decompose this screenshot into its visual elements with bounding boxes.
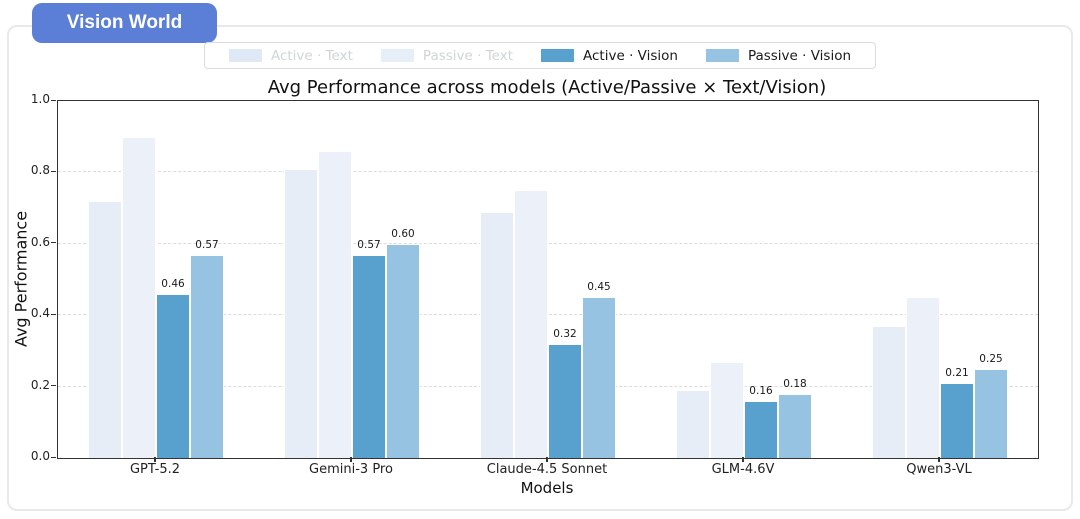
bar-passive-vision-glm-4-6v — [778, 393, 812, 458]
bar-passive-vision-claude-4-5-sonnet — [582, 297, 616, 458]
bar-active-text-glm-4-6v — [676, 390, 710, 458]
bar-value-active-vision-claude-4-5-sonnet: 0.32 — [553, 327, 577, 340]
bar-value-active-vision-glm-4-6v: 0.16 — [749, 384, 773, 397]
x-tick-label-qwen3-vl: Qwen3-VL — [906, 462, 972, 477]
legend-item-label: Passive · Text — [422, 47, 514, 64]
x-tick-mark-gemini-3-pro — [350, 457, 352, 462]
bar-passive-text-gemini-3-pro — [318, 150, 352, 458]
y-axis-label: Avg Performance — [11, 210, 31, 348]
bar-active-text-gpt-5-2 — [88, 200, 122, 458]
legend-item-passive-vision: Passive · Vision — [705, 47, 852, 64]
legend-swatch-active-vision — [541, 49, 575, 62]
y-tick-mark-1.0 — [51, 99, 56, 101]
bar-active-text-gemini-3-pro — [284, 168, 318, 458]
bar-active-vision-gemini-3-pro — [352, 254, 386, 458]
chart-legend: Active · Text Passive · Text Active · Visi… — [203, 42, 877, 69]
gridline-0.8 — [58, 171, 1038, 173]
bar-active-vision-gpt-5-2 — [156, 293, 190, 458]
bar-value-passive-vision-gemini-3-pro: 0.60 — [391, 227, 415, 240]
bar-value-passive-vision-claude-4-5-sonnet: 0.45 — [587, 281, 611, 294]
bar-passive-text-qwen3-vl — [906, 297, 940, 458]
legend-item-active-vision: Active · Vision — [541, 48, 678, 64]
bar-value-passive-vision-glm-4-6v: 0.18 — [783, 377, 807, 390]
legend-swatch-passive-text — [380, 49, 414, 62]
y-tick-mark-0.6 — [51, 242, 56, 244]
legend-item-active-text: Active · Text — [228, 47, 353, 64]
y-tick-mark-0.8 — [51, 170, 56, 173]
gridline-0.4 — [58, 314, 1038, 316]
bar-active-text-claude-4-5-sonnet — [480, 211, 514, 458]
x-tick-label-claude-4-5-sonnet: Claude-4.5 Sonnet — [486, 462, 608, 477]
legend-swatch-passive-vision — [705, 49, 739, 62]
bar-passive-text-gpt-5-2 — [122, 136, 156, 458]
x-tick-mark-claude-4-5-sonnet — [546, 457, 548, 462]
gridline-0.6 — [58, 242, 1038, 244]
bar-active-vision-glm-4-6v — [744, 400, 778, 458]
x-tick-mark-gpt-5-2 — [154, 457, 156, 462]
legend-item-label: Passive · Vision — [747, 47, 852, 64]
bar-value-passive-vision-gpt-5-2: 0.57 — [195, 238, 219, 251]
y-tick-label-0.6: 0.6 — [30, 234, 50, 249]
bar-passive-vision-gemini-3-pro — [386, 243, 420, 458]
bar-value-passive-vision-qwen3-vl: 0.25 — [979, 352, 1003, 365]
vision-world-badge[interactable]: Vision World — [32, 3, 217, 43]
y-tick-mark-0.4 — [51, 313, 56, 315]
bar-value-active-vision-gpt-5-2: 0.46 — [161, 277, 185, 290]
legend-item-passive-text: Passive · Text — [380, 47, 514, 64]
y-tick-mark-0.2 — [51, 385, 56, 387]
bar-passive-vision-qwen3-vl — [974, 368, 1008, 458]
y-tick-label-0.4: 0.4 — [30, 306, 50, 321]
bar-passive-vision-gpt-5-2 — [190, 254, 224, 458]
bar-value-active-vision-qwen3-vl: 0.21 — [945, 367, 969, 380]
legend-item-label: Active · Text — [270, 47, 353, 64]
y-tick-label-0.8: 0.8 — [30, 163, 50, 178]
chart-title: Avg Performance across models (Active/Pa… — [267, 77, 827, 98]
bar-passive-text-glm-4-6v — [710, 361, 744, 458]
bar-active-vision-qwen3-vl — [940, 383, 974, 458]
bar-passive-text-claude-4-5-sonnet — [514, 190, 548, 458]
bar-active-text-qwen3-vl — [872, 325, 906, 458]
y-tick-label-0.0: 0.0 — [30, 449, 50, 463]
x-tick-mark-qwen3-vl — [938, 457, 940, 462]
legend-item-label: Active · Vision — [583, 47, 678, 64]
y-tick-label-1.0: 1.0 — [30, 92, 50, 106]
y-tick-mark-0.0 — [51, 456, 56, 458]
x-axis-label: Models — [520, 479, 574, 497]
bar-value-active-vision-gemini-3-pro: 0.57 — [357, 238, 381, 251]
x-tick-mark-glm-4-6v — [742, 457, 744, 462]
legend-swatch-active-text — [228, 49, 262, 62]
vision-world-badge-label: Vision World — [66, 12, 183, 33]
x-tick-label-gpt-5-2: GPT-5.2 — [129, 462, 181, 477]
y-tick-label-0.2: 0.2 — [30, 377, 50, 392]
x-tick-label-gemini-3-pro: Gemini-3 Pro — [309, 462, 393, 477]
bar-active-vision-claude-4-5-sonnet — [548, 343, 582, 458]
x-tick-label-glm-4-6v: GLM-4.6V — [711, 462, 775, 477]
plot-area: 0.46 0.57 0.57 0.60 0.32 0.45 0.16 0.18 0.21 0.25 — [57, 100, 1039, 459]
